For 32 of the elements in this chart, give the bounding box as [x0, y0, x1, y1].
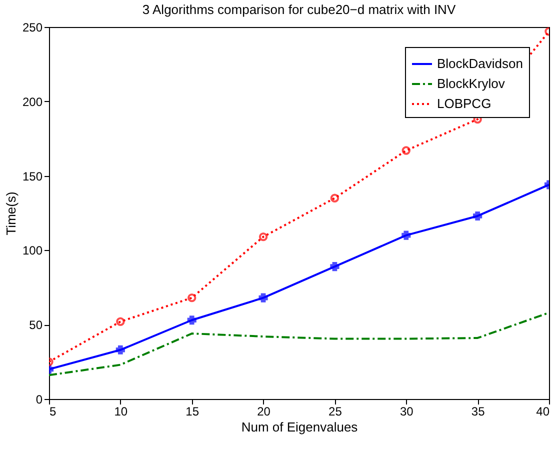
point — [187, 316, 196, 325]
x-tick-label: 25 — [328, 404, 342, 418]
chart-title: 3 Algorithms comparison for cube20−d matrix with INV — [142, 2, 456, 17]
point — [402, 146, 410, 155]
point — [473, 211, 482, 221]
legend-label: LOBPCG — [437, 96, 492, 111]
point — [116, 345, 125, 354]
y-tick-label: 250 — [22, 20, 43, 34]
x-tick-label: 30 — [400, 404, 414, 418]
point — [258, 293, 268, 302]
x-tick-label: 15 — [186, 404, 200, 418]
y-tick-label: 50 — [29, 318, 43, 332]
legend-label: BlockKrylov — [437, 76, 506, 91]
point — [116, 317, 125, 326]
x-tick-label: 20 — [257, 404, 271, 418]
legend-label: BlockDavidson — [437, 56, 523, 71]
x-tick-label: 40 — [536, 404, 550, 418]
point — [258, 232, 268, 242]
y-tick-label: 200 — [22, 94, 43, 109]
point — [188, 293, 196, 302]
y-tick-label: 0 — [36, 392, 43, 406]
line-series — [49, 312, 549, 376]
y-axis-title: Time(s) — [3, 192, 18, 236]
y-tick-label: 100 — [22, 244, 43, 258]
point — [330, 194, 340, 202]
x-tick-label: 35 — [471, 404, 486, 418]
x-axis-title: Num of Eigenvalues — [241, 420, 358, 434]
point — [330, 262, 340, 272]
x-tick-label: 10 — [114, 404, 128, 418]
x-tick-label: 5 — [50, 404, 56, 418]
point — [402, 230, 411, 240]
y-tick-label: 150 — [22, 169, 43, 184]
